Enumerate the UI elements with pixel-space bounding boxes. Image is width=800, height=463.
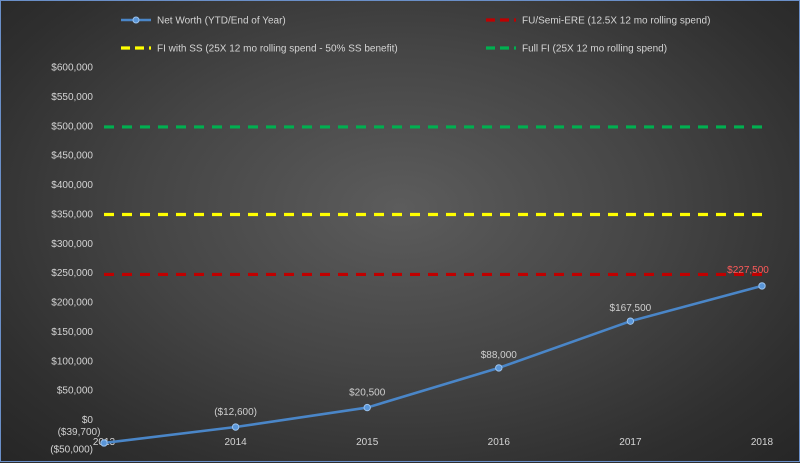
legend-label-full-fi-25x-12-mo-rolling-spend: Full FI (25X 12 mo rolling spend) — [522, 44, 667, 55]
legend: Net Worth (YTD/End of Year) FU/Semi-ERE (… — [121, 16, 710, 55]
x-tick-label-2014: 2014 — [224, 437, 247, 448]
y-tick-label-250-000: $250,000 — [51, 268, 93, 279]
legend-marker-net-worth — [132, 16, 140, 24]
y-tick-label-400-000: $400,000 — [51, 180, 93, 191]
legend-item-full-fi-25x-12-mo-rolling-spend: Full FI (25X 12 mo rolling spend) — [486, 44, 667, 55]
data-label-2014: ($12,600) — [214, 407, 257, 418]
x-tick-label-2018: 2018 — [751, 437, 774, 448]
y-tick-label-300-000: $300,000 — [51, 239, 93, 250]
data-label-2016: $88,000 — [481, 350, 518, 361]
net-worth-point-2015 — [363, 403, 371, 412]
legend-label-fu-semi-ere-12-5x-12-mo-rolling-spend: FU/Semi-ERE (12.5X 12 mo rolling spend) — [522, 16, 710, 27]
data-label-2018: $227,500 — [727, 265, 769, 276]
y-tick-label-600-000: $600,000 — [51, 63, 93, 74]
net-worth-point-2016 — [495, 364, 503, 372]
y-tick-label-450-000: $450,000 — [51, 151, 93, 162]
legend-item-net-worth-ytd-end-of-year: Net Worth (YTD/End of Year) — [121, 16, 286, 27]
data-label-2015: $20,500 — [349, 388, 386, 399]
x-tick-label-2017: 2017 — [619, 437, 642, 448]
x-tick-label-2016: 2016 — [488, 437, 511, 448]
x-axis: 201320142015201620172018 — [93, 437, 774, 448]
legend-item-fu-semi-ere-12-5x-12-mo-rolling-spend: FU/Semi-ERE (12.5X 12 mo rolling spend) — [486, 16, 710, 27]
net-worth-point-2018 — [758, 282, 766, 290]
y-tick-label-0: $0 — [82, 415, 94, 426]
y-tick-label-50-000: $50,000 — [57, 386, 94, 397]
data-label-2013: ($39,700) — [58, 427, 101, 438]
net-worth-point-2017 — [626, 317, 635, 325]
legend-item-fi-with-ss-25x-12-mo-rolling-spend-50-ss-benefit: FI with SS (25X 12 mo rolling spend - 50… — [121, 44, 398, 55]
y-tick-label-50-000: ($50,000) — [50, 445, 93, 456]
y-tick-label-550-000: $550,000 — [51, 92, 93, 103]
y-tick-label-200-000: $200,000 — [51, 298, 93, 309]
plot-area: ($39,700) ($12,600) $20,500 $88,000 $167,500… — [58, 125, 769, 447]
net-worth-point-2013 — [100, 439, 108, 447]
data-label-2017: $167,500 — [610, 303, 652, 314]
legend-label-fi-with-ss-25x-12-mo-rolling-spend-50-ss-benefit: FI with SS (25X 12 mo rolling spend - 50… — [157, 44, 398, 55]
y-tick-label-350-000: $350,000 — [51, 209, 93, 220]
y-axis: ($50,000) $0 $50,000 $100,000 $150,000 $200,0… — [50, 63, 93, 456]
legend-label-net-worth-ytd-end-of-year: Net Worth (YTD/End of Year) — [157, 16, 286, 27]
y-tick-label-150-000: $150,000 — [51, 327, 93, 338]
y-tick-label-100-000: $100,000 — [51, 356, 93, 367]
y-tick-label-500-000: $500,000 — [51, 121, 93, 132]
x-tick-label-2015: 2015 — [356, 437, 379, 448]
net-worth-point-2014 — [231, 423, 240, 431]
net-worth-line — [103, 284, 763, 445]
